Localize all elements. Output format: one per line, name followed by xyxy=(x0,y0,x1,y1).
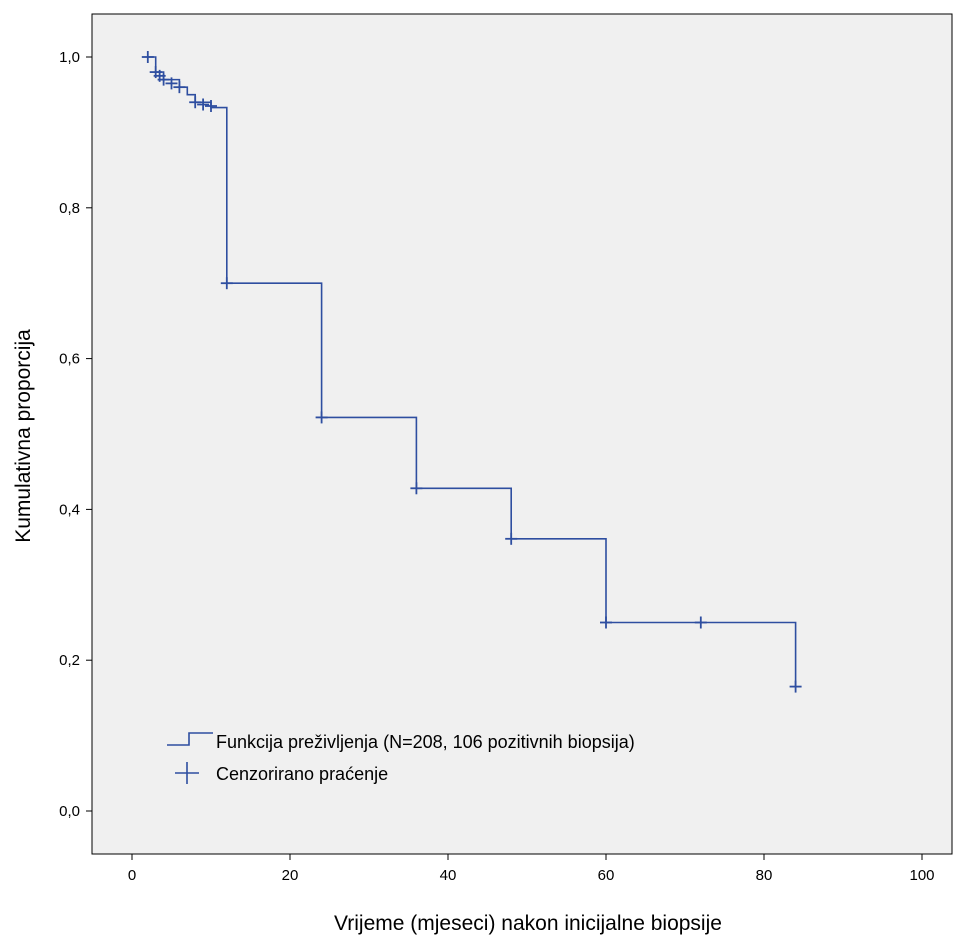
legend-step-symbol xyxy=(167,732,213,746)
censor-mark xyxy=(505,532,518,545)
x-tick-label: 60 xyxy=(598,867,615,884)
x-axis: 0 20 40 60 80 100 xyxy=(128,854,935,884)
censor-mark xyxy=(789,680,802,693)
x-tick-label: 100 xyxy=(909,867,934,884)
censor-mark xyxy=(189,96,202,109)
censor-mark xyxy=(157,73,170,86)
legend: Funkcija preživljenja (N=208, 106 poziti… xyxy=(167,732,635,784)
x-tick-label: 20 xyxy=(282,867,299,884)
legend-label-survival: Funkcija preživljenja (N=208, 106 poziti… xyxy=(216,732,635,752)
censor-mark xyxy=(197,98,210,111)
y-tick-label: 0,2 xyxy=(59,652,80,669)
x-tick-label: 0 xyxy=(128,867,136,884)
censor-mark xyxy=(173,81,186,94)
censor-mark xyxy=(315,411,328,424)
censor-mark xyxy=(220,277,233,290)
x-tick-label: 40 xyxy=(440,867,457,884)
censor-mark xyxy=(600,616,612,629)
y-axis-title: Kumulativna proporcija xyxy=(12,329,35,543)
y-axis: 0,0 0,2 0,4 0,6 0,8 1,0 xyxy=(59,49,92,820)
censor-mark xyxy=(165,77,178,90)
censor-mark xyxy=(694,616,707,629)
plot-area xyxy=(91,13,953,855)
y-tick-label: 1,0 xyxy=(59,49,80,66)
censor-marks xyxy=(141,51,802,693)
censor-mark xyxy=(141,51,154,63)
y-tick-label: 0,8 xyxy=(59,200,80,217)
legend-label-censored: Cenzorirano praćenje xyxy=(216,764,388,784)
y-tick-label: 0,6 xyxy=(59,351,80,368)
x-tick-label: 80 xyxy=(756,867,773,884)
x-axis-title: Vrijeme (mjeseci) nakon inicijalne biops… xyxy=(334,912,722,935)
y-tick-label: 0,4 xyxy=(59,501,80,518)
y-tick-label: 0,0 xyxy=(59,803,80,820)
censor-mark xyxy=(410,482,423,495)
censor-mark xyxy=(205,100,217,113)
